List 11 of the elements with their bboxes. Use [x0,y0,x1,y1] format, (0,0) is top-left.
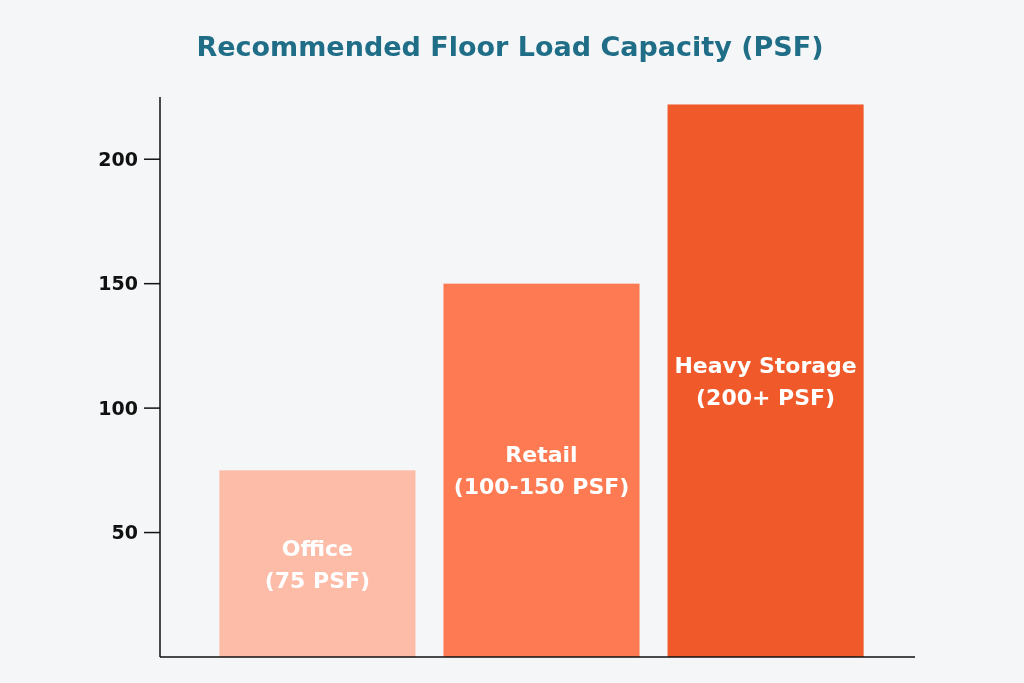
y-tick-label: 50 [111,521,138,544]
chart-title: Recommended Floor Load Capacity (PSF) [196,31,824,62]
bar [443,283,640,657]
y-tick-label: 150 [98,272,138,295]
x-tick-label: Retail (100-150 PSF) [453,442,630,500]
y-tick-label: 200 [98,147,138,170]
x-tick-label: Office (75 PSF) [264,535,371,593]
y-tick-label: 100 [98,396,138,419]
bar [219,470,416,657]
bar [667,104,864,657]
x-tick-label: Heavy Storage (200+ PSF) [674,352,857,410]
